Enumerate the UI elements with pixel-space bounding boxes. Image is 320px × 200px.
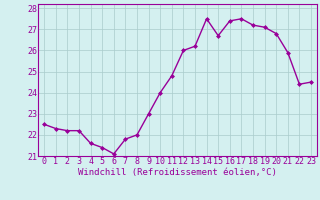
X-axis label: Windchill (Refroidissement éolien,°C): Windchill (Refroidissement éolien,°C) (78, 168, 277, 177)
